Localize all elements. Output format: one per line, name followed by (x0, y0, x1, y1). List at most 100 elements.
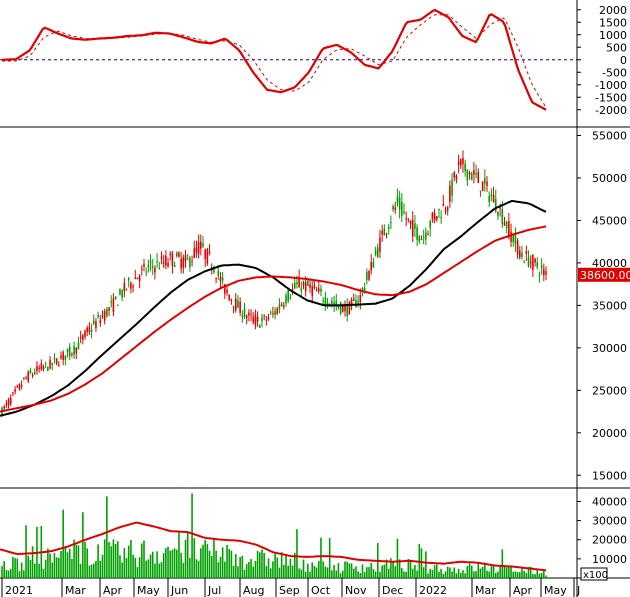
candle-body (116, 304, 119, 306)
month-label: Dec (382, 584, 403, 597)
month-label: May (544, 584, 567, 597)
candle-body (250, 314, 252, 316)
candle-body (536, 262, 539, 268)
candle-body (414, 223, 416, 229)
volume-unit-label: x100 (583, 570, 608, 581)
candle-body (307, 280, 309, 287)
candle-body (88, 326, 91, 333)
candle-body (234, 298, 237, 311)
candle-body (339, 302, 342, 314)
candle-body (442, 203, 445, 206)
candle-body (49, 359, 51, 369)
candle-body (171, 253, 174, 266)
candle-body (357, 300, 359, 303)
candle-body (431, 213, 434, 220)
candle-body (280, 304, 283, 306)
candle-body (401, 201, 403, 216)
candle-body (470, 173, 473, 181)
candle-body (300, 287, 303, 292)
price-panel: 55000 50000 45000 40000 35000 30000 25000 20000… (0, 129, 630, 482)
candle-body (320, 288, 322, 292)
candle-body (3, 406, 5, 409)
candle-body (409, 220, 412, 225)
candle-body (145, 271, 147, 273)
candle-body (529, 261, 532, 264)
candle-body (167, 262, 169, 267)
candle-body (374, 250, 377, 255)
candle-body (200, 241, 202, 249)
candle-body (381, 230, 383, 235)
candle-body (298, 277, 300, 288)
volume-tick-label: 20000 (592, 534, 627, 547)
candle-body (138, 275, 141, 281)
candle-body (248, 312, 250, 316)
candle-body (348, 301, 351, 315)
candle-body (263, 315, 265, 317)
candle-body (490, 194, 493, 197)
candle-body (44, 362, 47, 364)
candle-body (396, 196, 399, 203)
candle-body (317, 288, 320, 292)
candle-body (368, 271, 370, 280)
candle-body (304, 282, 307, 292)
price-tick-label: 35000 (592, 299, 627, 312)
candle-body (538, 274, 541, 276)
candle-body (278, 304, 281, 309)
candle-body (525, 250, 528, 255)
candle-body (125, 288, 128, 290)
candle-body (5, 403, 8, 406)
candle-body (477, 172, 480, 183)
candle-body (237, 300, 239, 308)
candle-body (254, 315, 257, 325)
candle-body (228, 294, 231, 301)
candle-body (342, 305, 344, 312)
candle-body (449, 185, 451, 202)
candle-body (204, 249, 206, 260)
candle-body (27, 372, 30, 382)
candle-body (160, 256, 163, 259)
candle-body (106, 308, 108, 317)
volume-unit-box (580, 567, 608, 581)
candle-body (468, 172, 471, 175)
candle-body (40, 363, 43, 370)
candle-body (446, 207, 449, 211)
candle-body (311, 286, 314, 297)
candle-body (313, 285, 316, 288)
candle-body (180, 258, 182, 269)
month-label: Oct (311, 584, 331, 597)
candle-body (479, 190, 482, 192)
candle-body (265, 319, 268, 321)
candle-body (66, 348, 69, 353)
volume-tick-label: 40000 (592, 495, 627, 508)
candle-body (331, 300, 333, 304)
candle-body (241, 315, 244, 318)
candle-body (31, 374, 34, 376)
osc-tick-label: 0 (620, 54, 627, 67)
candle-body (12, 392, 14, 394)
candle-body (418, 235, 421, 242)
candle-body (274, 310, 276, 315)
candle-body (64, 355, 67, 360)
candle-body (543, 268, 545, 276)
candle-body (335, 300, 338, 307)
candle-body (276, 308, 279, 315)
candle-body (433, 212, 436, 221)
candle-body (143, 264, 145, 267)
candle-body (427, 234, 429, 236)
candle-body (99, 319, 102, 324)
candle-body (407, 218, 410, 220)
candle-body (51, 363, 54, 365)
candle-body (23, 377, 25, 380)
candle-body (392, 206, 394, 210)
month-label: J (576, 584, 580, 597)
candle-body (359, 295, 362, 303)
candle-body (110, 301, 113, 303)
candle-body (20, 385, 23, 387)
candle-body (352, 299, 355, 301)
candle-body (296, 282, 298, 285)
candle-body (9, 397, 12, 404)
month-label: Jun (170, 584, 188, 597)
candle-body (119, 289, 121, 295)
candle-body (127, 277, 130, 281)
